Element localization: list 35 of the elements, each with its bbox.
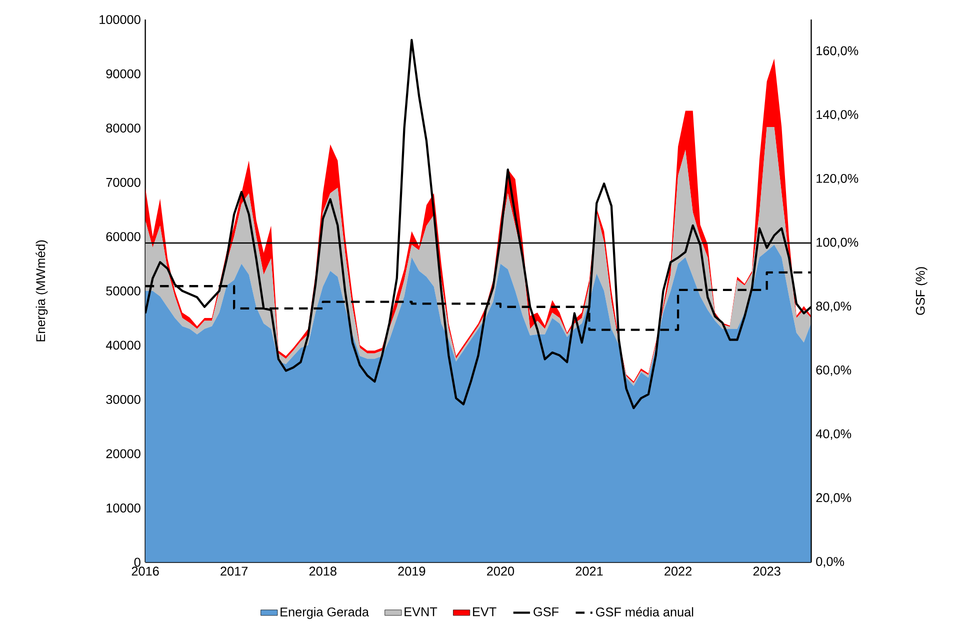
y2-tick-label: 160,0% bbox=[816, 46, 858, 57]
y-tick-label: 20000 bbox=[106, 449, 140, 458]
y2-tick-label: 140,0% bbox=[816, 110, 858, 121]
y2-axis-title: GSF (%) bbox=[916, 267, 928, 316]
y2-tick-label: 60,0% bbox=[816, 366, 852, 376]
y-tick-label: 50000 bbox=[106, 286, 140, 296]
y-tick-label: 70000 bbox=[106, 178, 140, 188]
y-tick-label: 30000 bbox=[106, 395, 140, 404]
y2-tick-label: 80,0% bbox=[816, 302, 852, 312]
y-tick-label: 40000 bbox=[106, 340, 140, 350]
x-tick-label: 2020 bbox=[487, 566, 514, 576]
y-tick-label: 0 bbox=[134, 558, 140, 567]
x-tick-label: 2018 bbox=[309, 566, 336, 576]
legend-label: EVNT bbox=[404, 608, 438, 616]
y-tick-label: 100000 bbox=[100, 15, 140, 24]
legend-label: GSF bbox=[534, 607, 559, 616]
x-tick-label: 2023 bbox=[753, 566, 780, 576]
legend-label: GSF média anual bbox=[596, 607, 694, 617]
x-tick-label: 2016 bbox=[132, 566, 159, 576]
y2-tick-label: 100,0% bbox=[816, 238, 858, 248]
y2-tick-label: 120,0% bbox=[816, 174, 858, 185]
y2-tick-label: 0,0% bbox=[816, 557, 844, 568]
x-tick-label: 2021 bbox=[576, 566, 603, 576]
y-tick-label: 60000 bbox=[106, 232, 140, 242]
y-tick-label: 80000 bbox=[106, 124, 140, 133]
y2-tick-label: 40,0% bbox=[816, 430, 852, 440]
y-axis-title: Energia (MWméd) bbox=[36, 240, 48, 342]
x-tick-label: 2022 bbox=[664, 566, 692, 576]
y-tick-label: 90000 bbox=[106, 70, 140, 78]
x-tick-label: 2019 bbox=[398, 566, 426, 576]
legend-label: EVT bbox=[473, 608, 496, 616]
y-tick-label: 10000 bbox=[106, 504, 140, 513]
legend-label: Energia Gerada bbox=[280, 607, 369, 620]
y2-tick-label: 20,0% bbox=[816, 493, 852, 504]
x-tick-label: 2017 bbox=[220, 566, 248, 576]
